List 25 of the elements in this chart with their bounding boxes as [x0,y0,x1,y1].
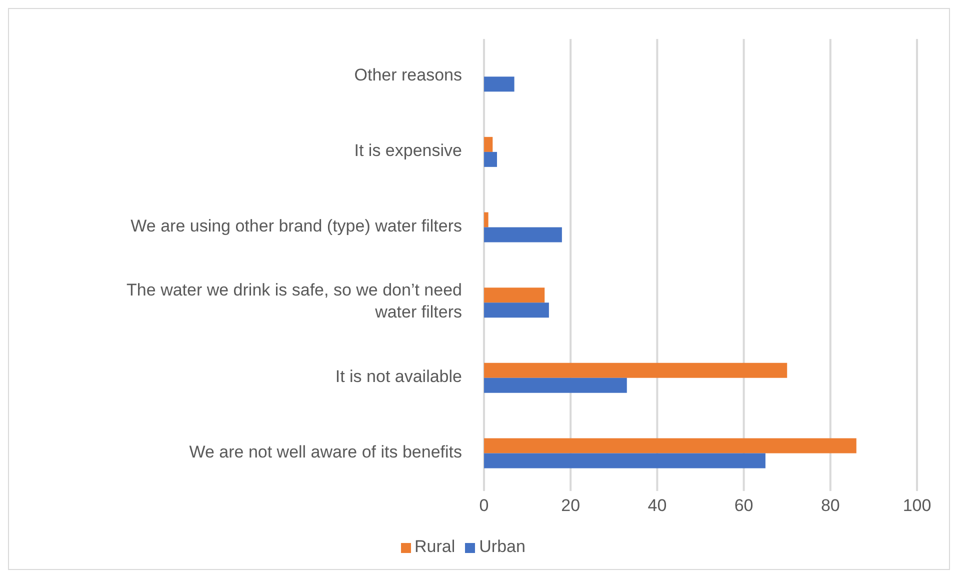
y-tick-label: Other reasons [354,66,462,86]
bar [484,302,549,318]
legend-label: Urban [479,537,526,556]
y-tick-label: It is expensive [354,141,462,160]
legend-label: Rural [414,537,456,556]
y-tick-label: We are not well aware of its benefits [189,442,462,462]
bar [484,453,766,468]
bar [484,212,488,228]
bar [484,152,497,167]
bar [484,136,493,152]
x-tick-label: 40 [648,496,667,516]
bar [484,227,562,242]
x-tick-label: 80 [820,496,840,516]
x-tick-label: 20 [561,496,580,516]
x-tick-label: 100 [902,496,932,516]
bar [484,438,856,454]
y-tick-label: It is not available [335,367,462,386]
y-tick-label: We are using other brand (type) water filters [130,216,462,236]
x-tick-label: 60 [734,496,754,516]
bar [484,76,514,92]
bar [484,378,627,393]
y-tick-label: The water we drink is safe, so we don’t need water filters [126,281,462,322]
bar [484,288,545,303]
bar [484,362,788,378]
x-tick-label: 0 [479,496,489,516]
